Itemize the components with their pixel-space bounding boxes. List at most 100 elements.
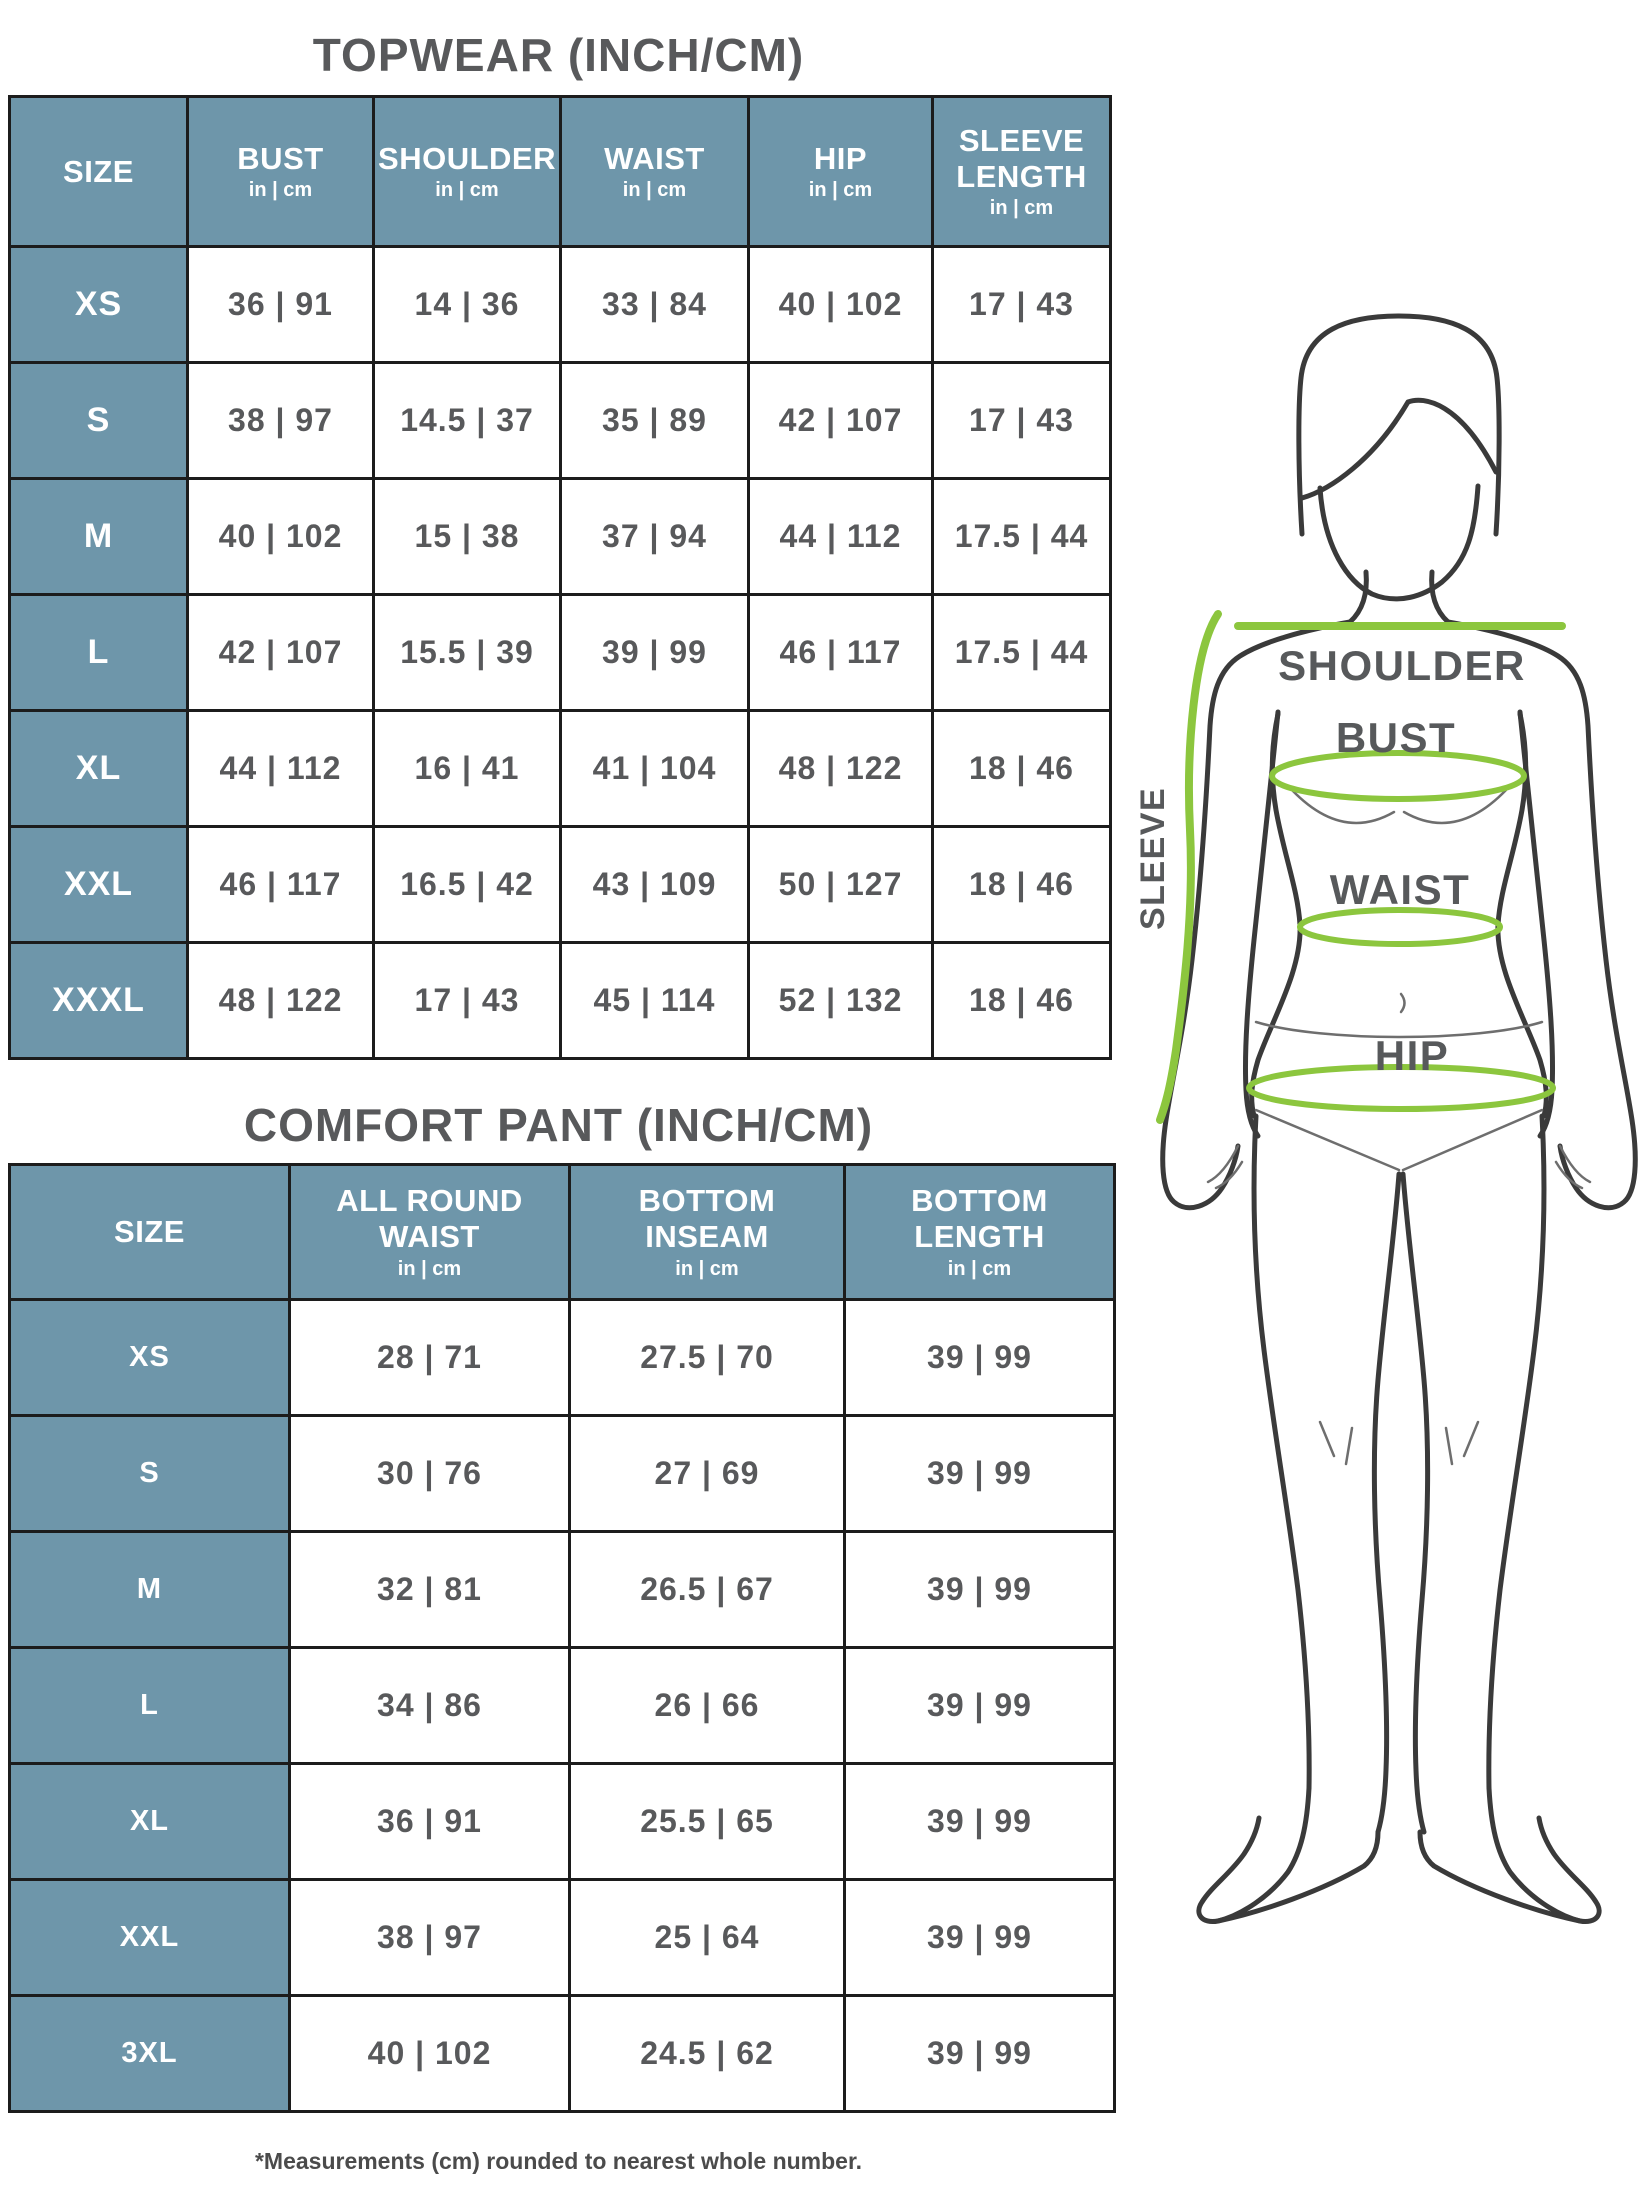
column-header-sleeve-length: SLEEVE LENGTH in | cm <box>931 95 1112 248</box>
value-cell: 39 | 99 <box>843 1646 1116 1765</box>
value-cell: 44 | 112 <box>186 709 375 828</box>
value-cell: 46 | 117 <box>747 593 934 712</box>
left-finger-lines <box>1206 1144 1244 1190</box>
table-row: XXXL 48 | 122 17 | 43 45 | 114 52 | 132 … <box>8 941 1112 1060</box>
column-header-bust: BUST in | cm <box>186 95 375 248</box>
size-cell: M <box>8 1530 291 1649</box>
body-figure-svg: SHOULDER BUST WAIST HIP SLEEVE <box>1134 313 1638 1925</box>
column-header-bottom-inseam: BOTTOM INSEAM in | cm <box>568 1163 846 1301</box>
column-header-all-round-waist: ALL ROUND WAIST in | cm <box>288 1163 571 1301</box>
face-outline <box>1317 483 1481 602</box>
size-cell: L <box>8 1646 291 1765</box>
value-cell: 42 | 107 <box>747 361 934 480</box>
pant-header-row: SIZE ALL ROUND WAIST in | cm BOTTOM INSEA… <box>8 1163 1116 1301</box>
column-header-label: ALL ROUND WAIST <box>336 1183 523 1254</box>
topwear-title: TOPWEAR (INCH/CM) <box>312 29 805 81</box>
value-cell: 27.5 | 70 <box>568 1298 846 1417</box>
column-header-label: SIZE <box>114 1214 185 1250</box>
table-row: XL 36 | 91 25.5 | 65 39 | 99 <box>8 1762 1116 1881</box>
value-cell: 39 | 99 <box>843 1994 1116 2113</box>
right-finger-lines <box>1554 1144 1592 1190</box>
left-leg-outer <box>1251 1113 1312 1791</box>
table-row: XS 36 | 91 14 | 36 33 | 84 40 | 102 17 |… <box>8 245 1112 364</box>
figure-label-bust: BUST <box>1336 714 1456 761</box>
sleeve-measure-line <box>1156 610 1222 1124</box>
value-cell: 45 | 114 <box>559 941 750 1060</box>
value-cell: 24.5 | 62 <box>568 1994 846 2113</box>
value-cell: 17 | 43 <box>372 941 562 1060</box>
table-row: S 30 | 76 27 | 69 39 | 99 <box>8 1414 1116 1533</box>
unit-label: in | cm <box>622 179 687 202</box>
column-header-label: SLEEVE LENGTH <box>956 122 1087 194</box>
value-cell: 25.5 | 65 <box>568 1762 846 1881</box>
table-row: 3XL 40 | 102 24.5 | 62 39 | 99 <box>8 1994 1116 2113</box>
figure-detail-lines <box>1206 788 1592 1466</box>
table-row: S 38 | 97 14.5 | 37 35 | 89 42 | 107 17 … <box>8 361 1112 480</box>
value-cell: 33 | 84 <box>559 245 750 364</box>
value-cell: 39 | 99 <box>843 1878 1116 1997</box>
value-cell: 36 | 91 <box>186 245 375 364</box>
value-cell: 40 | 102 <box>747 245 934 364</box>
comfort-pant-table: SIZE ALL ROUND WAIST in | cm BOTTOM INSEA… <box>8 1163 1116 2113</box>
value-cell: 39 | 99 <box>559 593 750 712</box>
value-cell: 17 | 43 <box>931 361 1112 480</box>
value-cell: 40 | 102 <box>288 1994 571 2113</box>
unit-label: in | cm <box>989 197 1054 220</box>
value-cell: 15.5 | 39 <box>372 593 562 712</box>
value-cell: 28 | 71 <box>288 1298 571 1417</box>
value-cell: 40 | 102 <box>186 477 375 596</box>
column-header-label: SHOULDER <box>378 140 556 176</box>
bust-measure-ellipse <box>1269 750 1527 802</box>
figure-label-sleeve: SLEEVE <box>1134 787 1172 930</box>
value-cell: 42 | 107 <box>186 593 375 712</box>
value-cell: 48 | 122 <box>747 709 934 828</box>
column-header-hip: HIP in | cm <box>747 95 934 248</box>
size-cell: S <box>8 361 189 480</box>
footnote: *Measurements (cm) rounded to nearest wh… <box>254 2148 863 2174</box>
column-header-label: WAIST <box>604 140 705 176</box>
value-cell: 25 | 64 <box>568 1878 846 1997</box>
value-cell: 27 | 69 <box>568 1414 846 1533</box>
topwear-header-row: SIZE BUST in | cm SHOULDER in | cm WAIST in… <box>8 95 1112 248</box>
left-knee-mark-b <box>1344 1426 1354 1466</box>
value-cell: 39 | 99 <box>843 1762 1116 1881</box>
value-cell: 32 | 81 <box>288 1530 571 1649</box>
value-cell: 26 | 66 <box>568 1646 846 1765</box>
left-arm-inner <box>1242 709 1281 1139</box>
value-cell: 50 | 127 <box>747 825 934 944</box>
table-row: XS 28 | 71 27.5 | 70 39 | 99 <box>8 1298 1116 1417</box>
comfort-pant-title: COMFORT PANT (INCH/CM) <box>243 1099 874 1151</box>
value-cell: 39 | 99 <box>843 1414 1116 1533</box>
value-cell: 46 | 117 <box>186 825 375 944</box>
right-leg-outer <box>1486 1113 1547 1791</box>
column-header-label: BOTTOM LENGTH <box>911 1183 1048 1254</box>
size-cell: XS <box>8 245 189 364</box>
value-cell: 35 | 89 <box>559 361 750 480</box>
size-cell: XXL <box>8 825 189 944</box>
size-cell: L <box>8 593 189 712</box>
table-row: M 32 | 81 26.5 | 67 39 | 99 <box>8 1530 1116 1649</box>
neck-right <box>1429 569 1451 625</box>
neck-left <box>1347 569 1369 625</box>
right-foot-sole <box>1417 1829 1583 1924</box>
column-header-waist: WAIST in | cm <box>559 95 750 248</box>
column-header-label: BUST <box>237 140 324 176</box>
size-cell: XXXL <box>8 941 189 1060</box>
figure-label-hip: HIP <box>1375 1032 1450 1079</box>
unit-label: in | cm <box>435 179 499 202</box>
value-cell: 39 | 99 <box>843 1298 1116 1417</box>
right-foot <box>1486 1785 1602 1925</box>
unit-label: in | cm <box>675 1257 739 1280</box>
value-cell: 17.5 | 44 <box>931 593 1112 712</box>
left-foot-sole <box>1215 1829 1381 1924</box>
column-header-shoulder: SHOULDER in | cm <box>372 95 562 248</box>
unit-label: in | cm <box>397 1257 462 1280</box>
left-arm-outer <box>1160 619 1353 1211</box>
size-cell: S <box>8 1414 291 1533</box>
measurement-marks <box>1156 610 1566 1124</box>
bikini-line-left <box>1254 1108 1401 1172</box>
topwear-table: SIZE BUST in | cm SHOULDER in | cm WAIST in… <box>8 95 1112 1060</box>
table-row: XXL 46 | 117 16.5 | 42 43 | 109 50 | 127… <box>8 825 1112 944</box>
unit-label: in | cm <box>808 179 873 202</box>
column-header-label: HIP <box>813 140 868 176</box>
